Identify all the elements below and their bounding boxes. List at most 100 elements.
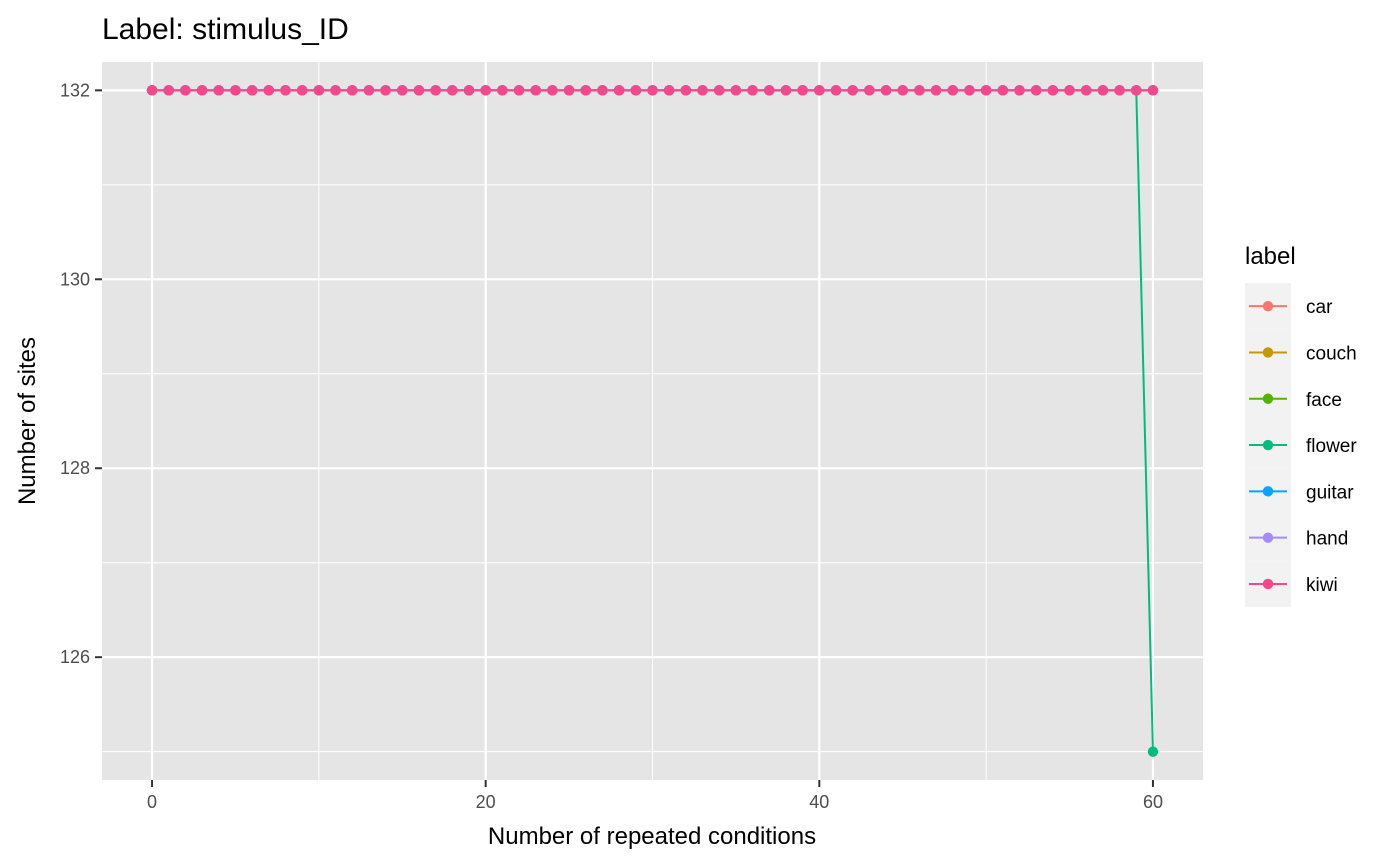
data-point-kiwi xyxy=(663,85,675,96)
legend-item-couch: couch xyxy=(1245,329,1357,376)
data-point-kiwi xyxy=(480,85,491,96)
data-point-kiwi xyxy=(847,85,858,96)
data-point-kiwi xyxy=(296,85,308,96)
data-point-kiwi xyxy=(580,85,591,96)
data-point-kiwi xyxy=(163,85,174,96)
data-point-kiwi xyxy=(1131,85,1142,96)
legend-key-point xyxy=(1262,486,1274,497)
legend-item-guitar: guitar xyxy=(1245,468,1354,515)
x-tick-label: 40 xyxy=(809,792,829,812)
data-point-kiwi xyxy=(680,85,692,96)
data-point-kiwi xyxy=(1064,85,1075,96)
legend-label: couch xyxy=(1306,343,1357,364)
legend-label: car xyxy=(1306,297,1333,318)
data-point-kiwi xyxy=(530,85,541,96)
data-point-kiwi xyxy=(697,85,708,96)
legend-item-face: face xyxy=(1245,375,1342,422)
legend-key-point xyxy=(1262,393,1274,404)
legend-item-kiwi: kiwi xyxy=(1245,560,1338,608)
data-point-kiwi xyxy=(246,85,258,96)
legend-label: guitar xyxy=(1306,482,1354,503)
data-point-kiwi xyxy=(814,85,825,96)
legend-key-point xyxy=(1262,532,1274,543)
data-point-kiwi xyxy=(413,85,425,96)
data-point-kiwi xyxy=(880,85,892,96)
y-tick-label: 132 xyxy=(60,80,90,100)
data-point-kiwi xyxy=(513,85,525,96)
y-tick-label: 130 xyxy=(60,269,90,289)
data-point-kiwi xyxy=(280,85,291,96)
data-point-kiwi xyxy=(780,85,792,96)
data-point-kiwi xyxy=(597,85,608,96)
data-point-kiwi xyxy=(647,85,658,96)
data-point-flower xyxy=(1147,746,1159,757)
x-axis-title: Number of repeated conditions xyxy=(488,823,816,850)
data-point-kiwi xyxy=(263,85,275,96)
data-point-kiwi xyxy=(1114,85,1125,96)
y-axis-title: Number of sites xyxy=(14,337,41,505)
grid-minor xyxy=(102,62,1203,780)
data-point-kiwi xyxy=(730,85,742,96)
legend-key-point xyxy=(1262,347,1274,358)
legend-label: hand xyxy=(1306,529,1348,550)
data-point-kiwi xyxy=(497,85,508,96)
data-point-kiwi xyxy=(430,85,441,96)
data-point-kiwi xyxy=(380,85,391,96)
data-point-kiwi xyxy=(1081,85,1092,96)
data-point-kiwi xyxy=(714,85,725,96)
legend-label: flower xyxy=(1306,436,1357,457)
data-point-kiwi xyxy=(797,85,808,96)
data-point-kiwi xyxy=(563,85,575,96)
data-point-kiwi xyxy=(897,85,908,96)
data-point-kiwi xyxy=(180,85,191,96)
data-point-kiwi xyxy=(1047,85,1059,96)
data-point-kiwi xyxy=(397,85,408,96)
chart-title: Label: stimulus_ID xyxy=(102,13,349,46)
data-point-kiwi xyxy=(313,85,325,96)
data-point-kiwi xyxy=(613,85,625,96)
data-point-kiwi xyxy=(196,85,208,96)
data-point-kiwi xyxy=(463,85,475,96)
data-point-kiwi xyxy=(830,85,842,96)
series-points xyxy=(146,85,1159,757)
data-point-kiwi xyxy=(864,85,875,96)
legend-item-flower: flower xyxy=(1245,421,1357,469)
data-point-kiwi xyxy=(547,85,558,96)
data-point-kiwi xyxy=(213,85,224,96)
data-point-kiwi xyxy=(1030,85,1042,96)
data-point-kiwi xyxy=(230,85,241,96)
data-point-kiwi xyxy=(630,85,642,96)
x-tick-label: 60 xyxy=(1143,792,1163,812)
data-point-kiwi xyxy=(980,85,992,96)
y-tick-label: 126 xyxy=(60,647,90,667)
x-tick-label: 20 xyxy=(476,792,496,812)
data-point-kiwi xyxy=(363,85,375,96)
data-point-kiwi xyxy=(764,85,775,96)
legend-key-point xyxy=(1262,300,1274,312)
legend-key-point xyxy=(1262,439,1274,451)
data-point-kiwi xyxy=(447,85,458,96)
x-tick-label: 0 xyxy=(147,792,157,812)
data-point-kiwi xyxy=(1014,85,1025,96)
legend-title: label xyxy=(1245,243,1296,270)
legend: car couch face flower guitar hand kiwi xyxy=(1245,283,1357,608)
y-axis: 126 128 130 132 xyxy=(60,80,102,667)
x-axis: 0 20 40 60 xyxy=(147,780,1163,812)
data-point-kiwi xyxy=(930,85,942,96)
data-point-kiwi xyxy=(1147,85,1159,96)
legend-label: kiwi xyxy=(1306,575,1338,596)
legend-label: face xyxy=(1306,390,1342,411)
data-point-kiwi xyxy=(1097,85,1109,96)
legend-item-car: car xyxy=(1245,283,1333,330)
data-point-kiwi xyxy=(947,85,958,96)
legend-item-hand: hand xyxy=(1245,514,1348,561)
data-point-kiwi xyxy=(146,85,158,96)
legend-key-point xyxy=(1262,578,1274,590)
data-point-kiwi xyxy=(997,85,1009,96)
data-point-kiwi xyxy=(964,85,975,96)
data-point-kiwi xyxy=(347,85,358,96)
data-point-kiwi xyxy=(747,85,758,96)
y-tick-label: 128 xyxy=(60,458,90,478)
data-point-kiwi xyxy=(914,85,925,96)
